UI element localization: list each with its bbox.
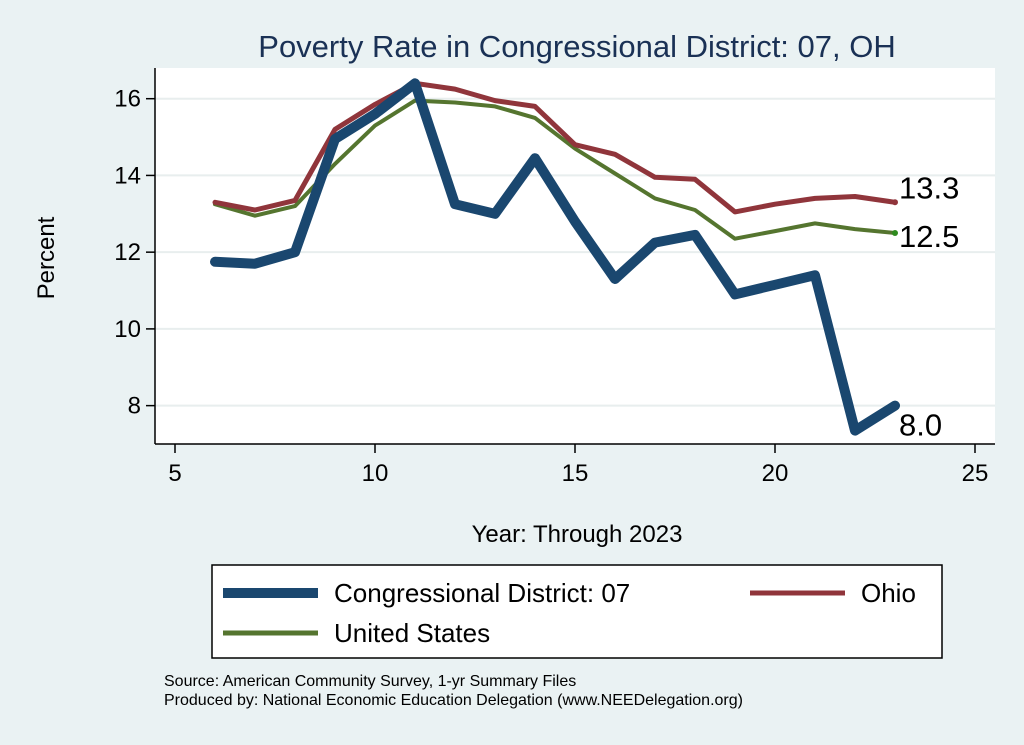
legend-label-district: Congressional District: 07 (334, 578, 630, 608)
y-tick-label: 8 (128, 393, 141, 420)
legend-label-us: United States (334, 618, 490, 648)
end-label: 12.5 (899, 219, 959, 254)
series-lines (210, 78, 900, 436)
axes: 8 10 12 14 16 5 10 15 20 25 (114, 68, 995, 487)
y-tick-label: 10 (114, 316, 141, 343)
end-label: 13.3 (899, 170, 959, 205)
end-label: 8.0 (899, 408, 942, 443)
end-labels: 8.0 13.3 12.5 (899, 170, 959, 442)
series-end-point (892, 199, 898, 206)
legend-box (211, 564, 943, 659)
y-tick-label: 16 (114, 86, 141, 113)
series-end-point (892, 229, 898, 236)
x-tick-label: 25 (962, 460, 989, 487)
y-axis-title: Percent (33, 216, 60, 299)
series-end-point (892, 402, 898, 409)
source-note: Source: American Community Survey, 1-yr … (164, 673, 577, 690)
x-tick-label: 20 (762, 460, 789, 487)
x-tick-label: 10 (362, 460, 389, 487)
grid-lines (155, 97, 995, 407)
series-line-1 (212, 80, 898, 215)
series-line-0 (210, 78, 900, 436)
y-tick-label: 14 (114, 162, 141, 189)
legend-label-ohio: Ohio (861, 578, 916, 608)
x-axis-title: Year: Through 2023 (472, 521, 683, 548)
producer-note: Produced by: National Economic Education… (164, 692, 743, 709)
x-tick-label: 15 (562, 460, 589, 487)
chart-title: Poverty Rate in Congressional District: … (258, 29, 895, 64)
y-tick-label: 12 (114, 239, 141, 266)
legend: Congressional District: 07 Ohio United S… (211, 564, 943, 659)
x-tick-label: 5 (168, 460, 181, 487)
